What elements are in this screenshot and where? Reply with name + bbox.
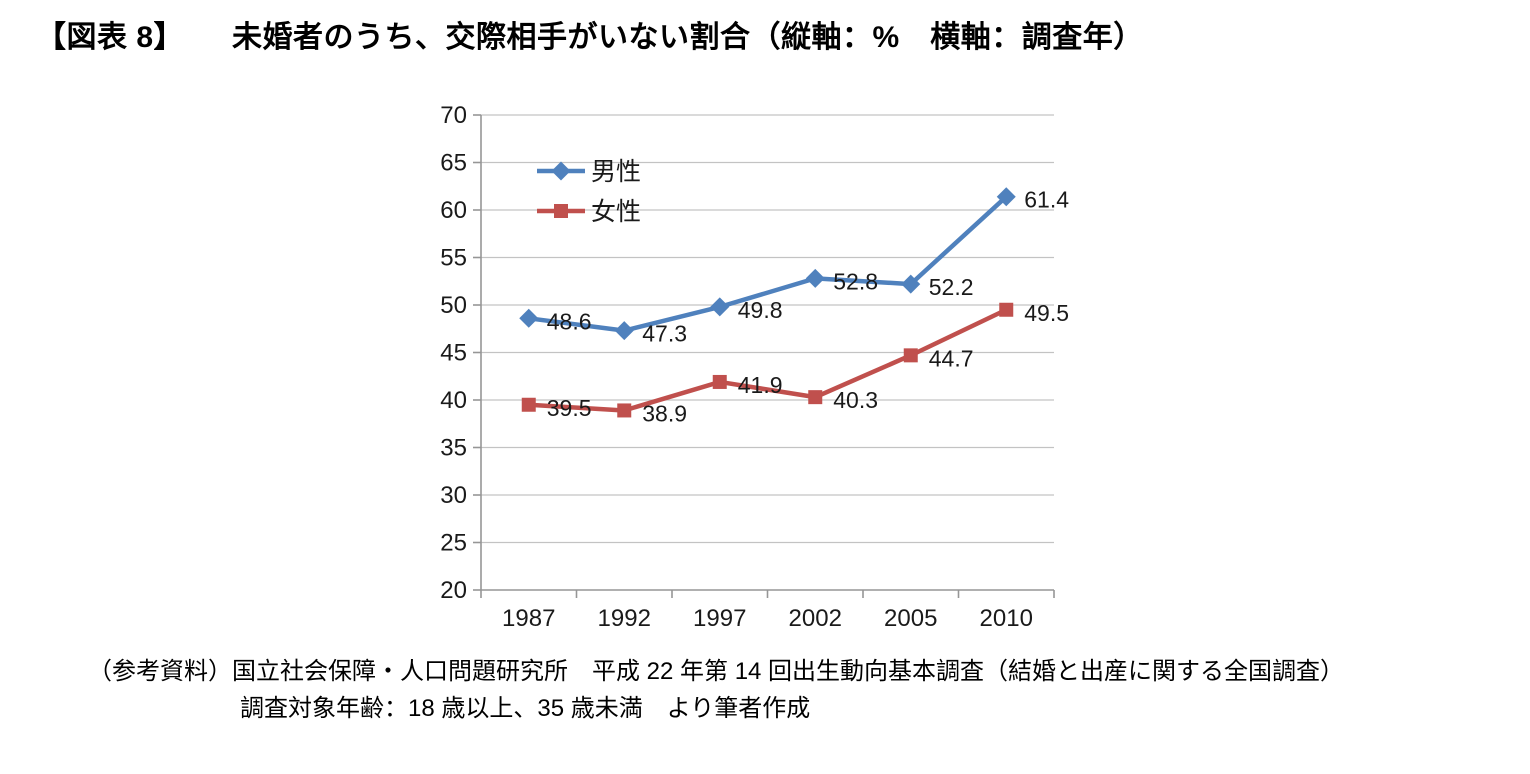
svg-text:30: 30 [440,482,467,509]
svg-text:2005: 2005 [884,605,937,632]
svg-text:50: 50 [440,292,467,319]
svg-text:47.3: 47.3 [642,321,687,347]
svg-text:41.9: 41.9 [738,372,783,398]
source-note-line2: 調査対象年齢：18 歳以上、35 歳未満 より筆者作成 [240,695,811,722]
series-1-markers [521,302,1014,418]
svg-text:39.5: 39.5 [547,395,592,421]
svg-text:49.5: 49.5 [1024,300,1069,326]
svg-text:52.2: 52.2 [929,274,974,300]
series-0-data-labels: 48.6 47.3 49.8 52.8 52.2 61.4 [547,187,1069,347]
svg-text:男性: 男性 [591,158,641,186]
svg-text:1997: 1997 [693,605,746,632]
svg-text:52.8: 52.8 [833,268,878,294]
series-1-data-labels: 39.5 38.9 41.9 40.3 44.7 49.5 [547,300,1069,427]
svg-text:女性: 女性 [591,198,641,226]
series-0: 48.6 47.3 49.8 52.8 52.2 61.4 [519,187,1069,347]
figure-number: 【図表 8】 [36,21,185,54]
series-1: 39.5 38.9 41.9 40.3 44.7 49.5 [521,300,1069,427]
svg-text:25: 25 [440,530,467,557]
svg-text:38.9: 38.9 [642,400,687,426]
svg-text:40.3: 40.3 [833,387,878,413]
svg-text:20: 20 [440,577,467,604]
svg-text:60: 60 [440,197,467,224]
svg-text:49.8: 49.8 [738,297,783,323]
figure-title-text: 未婚者のうち、交際相手がいない割合（縦軸：% 横軸：調査年） [232,21,1144,54]
svg-text:65: 65 [440,150,467,177]
legend-item-1: 女性 [537,198,641,226]
series-0-markers [519,187,1016,341]
legend-item-0: 男性 [537,158,641,186]
svg-text:48.6: 48.6 [547,308,592,334]
svg-text:1992: 1992 [598,605,651,632]
source-note-line1: （参考資料）国立社会保障・人口問題研究所 平成 22 年第 14 回出生動向基本… [88,658,1345,685]
svg-text:55: 55 [440,245,467,272]
y-axis-labels: 20 25 30 35 40 45 50 55 60 65 70 [440,102,467,604]
svg-text:61.4: 61.4 [1024,187,1069,213]
source-note: （参考資料）国立社会保障・人口問題研究所 平成 22 年第 14 回出生動向基本… [88,653,1344,727]
svg-text:2002: 2002 [789,605,842,632]
svg-text:44.7: 44.7 [929,345,974,371]
svg-text:40: 40 [440,387,467,414]
axes [473,114,1055,598]
series-0-line [526,194,1009,333]
figure-title: 【図表 8】 未婚者のうち、交際相手がいない割合（縦軸：% 横軸：調査年） [36,16,1144,60]
svg-text:35: 35 [440,435,467,462]
svg-text:1987: 1987 [502,605,555,632]
svg-text:45: 45 [440,340,467,367]
series-1-line [526,307,1009,413]
svg-text:70: 70 [440,102,467,129]
x-axis-labels: 1987 1992 1997 2002 2005 2010 [502,605,1033,632]
svg-text:2010: 2010 [980,605,1033,632]
